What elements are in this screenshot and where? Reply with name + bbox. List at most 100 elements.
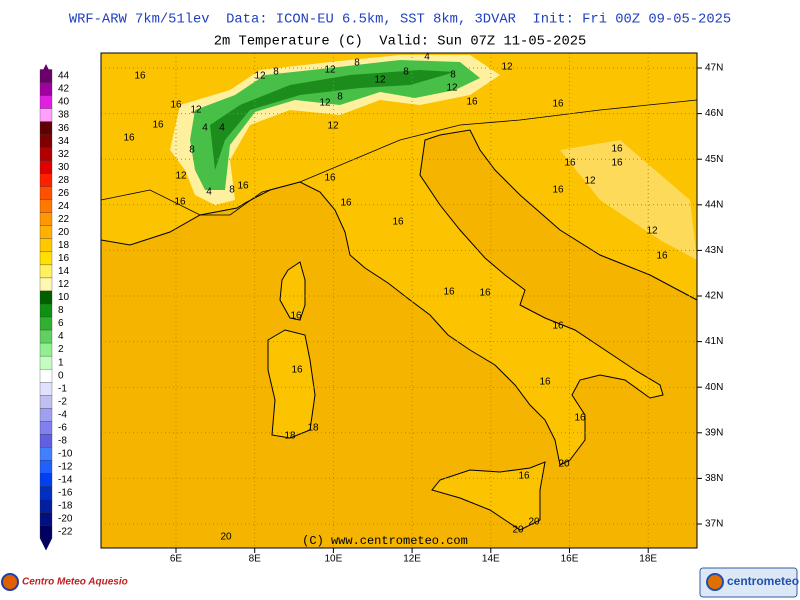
colorbar-cell [39, 225, 53, 240]
colorbar-cell [39, 264, 53, 279]
colorbar-cell [39, 486, 53, 500]
sardinia [267, 329, 316, 439]
colorbar-cell [39, 368, 53, 383]
contour-label: 16 [466, 97, 478, 108]
colorbar-cell [39, 82, 53, 96]
lat-label: 41N [705, 336, 723, 347]
contour-label: 16 [539, 377, 551, 388]
contour-label: 4 [219, 123, 225, 134]
lat-label: 43N [705, 245, 723, 256]
colorbar-label: -4 [58, 409, 67, 420]
lon-label: 18E [639, 554, 657, 565]
contour-label: 18 [307, 423, 319, 434]
colorbar-cell [39, 199, 53, 213]
logo-right: centrometeo [699, 567, 799, 598]
lon-label: 8E [249, 554, 262, 565]
colorbar-label: 22 [58, 214, 70, 225]
contour-label: 12 [374, 75, 386, 86]
contour-label: 16 [324, 173, 336, 184]
lat-label: 47N [705, 63, 723, 74]
lat-label: 40N [705, 382, 723, 393]
colorbar-cell [39, 355, 53, 370]
contour-label: 12 [324, 65, 336, 76]
colorbar-label: 40 [58, 97, 70, 108]
colorbar-label: 18 [58, 240, 70, 251]
land [100, 52, 698, 466]
contour-label: 8 [189, 145, 195, 156]
colorbar-cell [39, 395, 53, 409]
map [100, 52, 698, 549]
colorbar-label: -18 [58, 501, 73, 512]
colorbar-label: 2 [58, 344, 64, 355]
colorbar-label: -1 [58, 383, 67, 394]
contour-label: 12 [501, 62, 513, 73]
colorbar-label: 32 [58, 149, 70, 160]
colorbar-label: 0 [58, 370, 64, 381]
logo-text: Centro Meteo Aquesio [22, 577, 128, 588]
colorbar-label: -2 [58, 396, 67, 407]
colorbar-label: 16 [58, 253, 70, 264]
colorbar-label: 10 [58, 292, 70, 303]
colorbar-label: -12 [58, 461, 73, 472]
contour-label: 4 [424, 52, 430, 63]
logo-icon [1, 573, 19, 591]
contour-label: 16 [392, 217, 404, 228]
contour-label: 16 [574, 413, 586, 424]
contour-label: 8 [354, 58, 360, 69]
colorbar-cell [39, 434, 53, 448]
contour-label: 16 [611, 144, 623, 155]
colorbar-cell [39, 499, 53, 513]
contour-label: 12 [190, 105, 202, 116]
colorbar-label: 26 [58, 188, 70, 199]
colorbar-label: 20 [58, 227, 70, 238]
colorbar-cell [39, 160, 53, 174]
map-labels: 47N 46N 45N 44N 43N 42N 41N 40N 39N 38N 37N 6E 8E 10E… [123, 52, 723, 565]
contour-label: 16 [552, 99, 564, 110]
colorbar-label: 38 [58, 110, 70, 121]
colorbar-label: 1 [58, 357, 64, 368]
contour-label: 16 [134, 71, 146, 82]
colorbar-label: 8 [58, 305, 64, 316]
colorbar-label: 24 [58, 201, 70, 212]
colorbar-cell [39, 316, 53, 331]
contour-label: 16 [123, 133, 135, 144]
contour-label: 12 [175, 171, 187, 182]
colorbar-cell [39, 121, 53, 135]
colorbar-cell [39, 421, 53, 435]
contour-label: 20 [528, 517, 540, 528]
contour-label: 16 [656, 251, 668, 262]
logo-icon [706, 573, 724, 591]
colorbar-cell [39, 69, 53, 83]
lon-label: 14E [482, 554, 500, 565]
colorbar: 4442403836343230282624222018161412108642… [39, 69, 73, 551]
contour-label: 16 [340, 198, 352, 209]
colorbar-label: 34 [58, 136, 70, 147]
colorbar-cell [39, 134, 53, 148]
colorbar-cell [39, 473, 53, 487]
colorbar-cell [39, 238, 53, 253]
colorbar-label: 44 [58, 71, 70, 82]
colorbar-label: 30 [58, 162, 70, 173]
contour-label: 20 [220, 532, 232, 543]
lat-label: 45N [705, 154, 723, 165]
colorbar-label: 14 [58, 266, 70, 277]
colorbar-cell [39, 382, 53, 396]
colorbar-cell [39, 277, 53, 292]
lon-label: 16E [561, 554, 579, 565]
title: WRF-ARW 7km/51lev Data: ICON-EU 6.5km, S… [69, 12, 731, 28]
contour-label: 16 [552, 185, 564, 196]
colorbar-label: -16 [58, 488, 73, 499]
colorbar-cell [39, 342, 53, 357]
contour-label: 16 [443, 287, 455, 298]
sicily [431, 461, 546, 531]
colorbar-label: -20 [58, 514, 73, 525]
lon-label: 12E [403, 554, 421, 565]
subtitle: 2m Temperature (C) Valid: Sun 07Z 11-05-… [214, 34, 587, 50]
contour-label: 4 [202, 123, 208, 134]
alps-high [210, 70, 455, 170]
contour-label: 12 [254, 71, 266, 82]
contour-label: 16 [564, 158, 576, 169]
contour-label: 12 [646, 226, 658, 237]
contour-label: 8 [403, 67, 409, 78]
lon-label: 10E [325, 554, 343, 565]
